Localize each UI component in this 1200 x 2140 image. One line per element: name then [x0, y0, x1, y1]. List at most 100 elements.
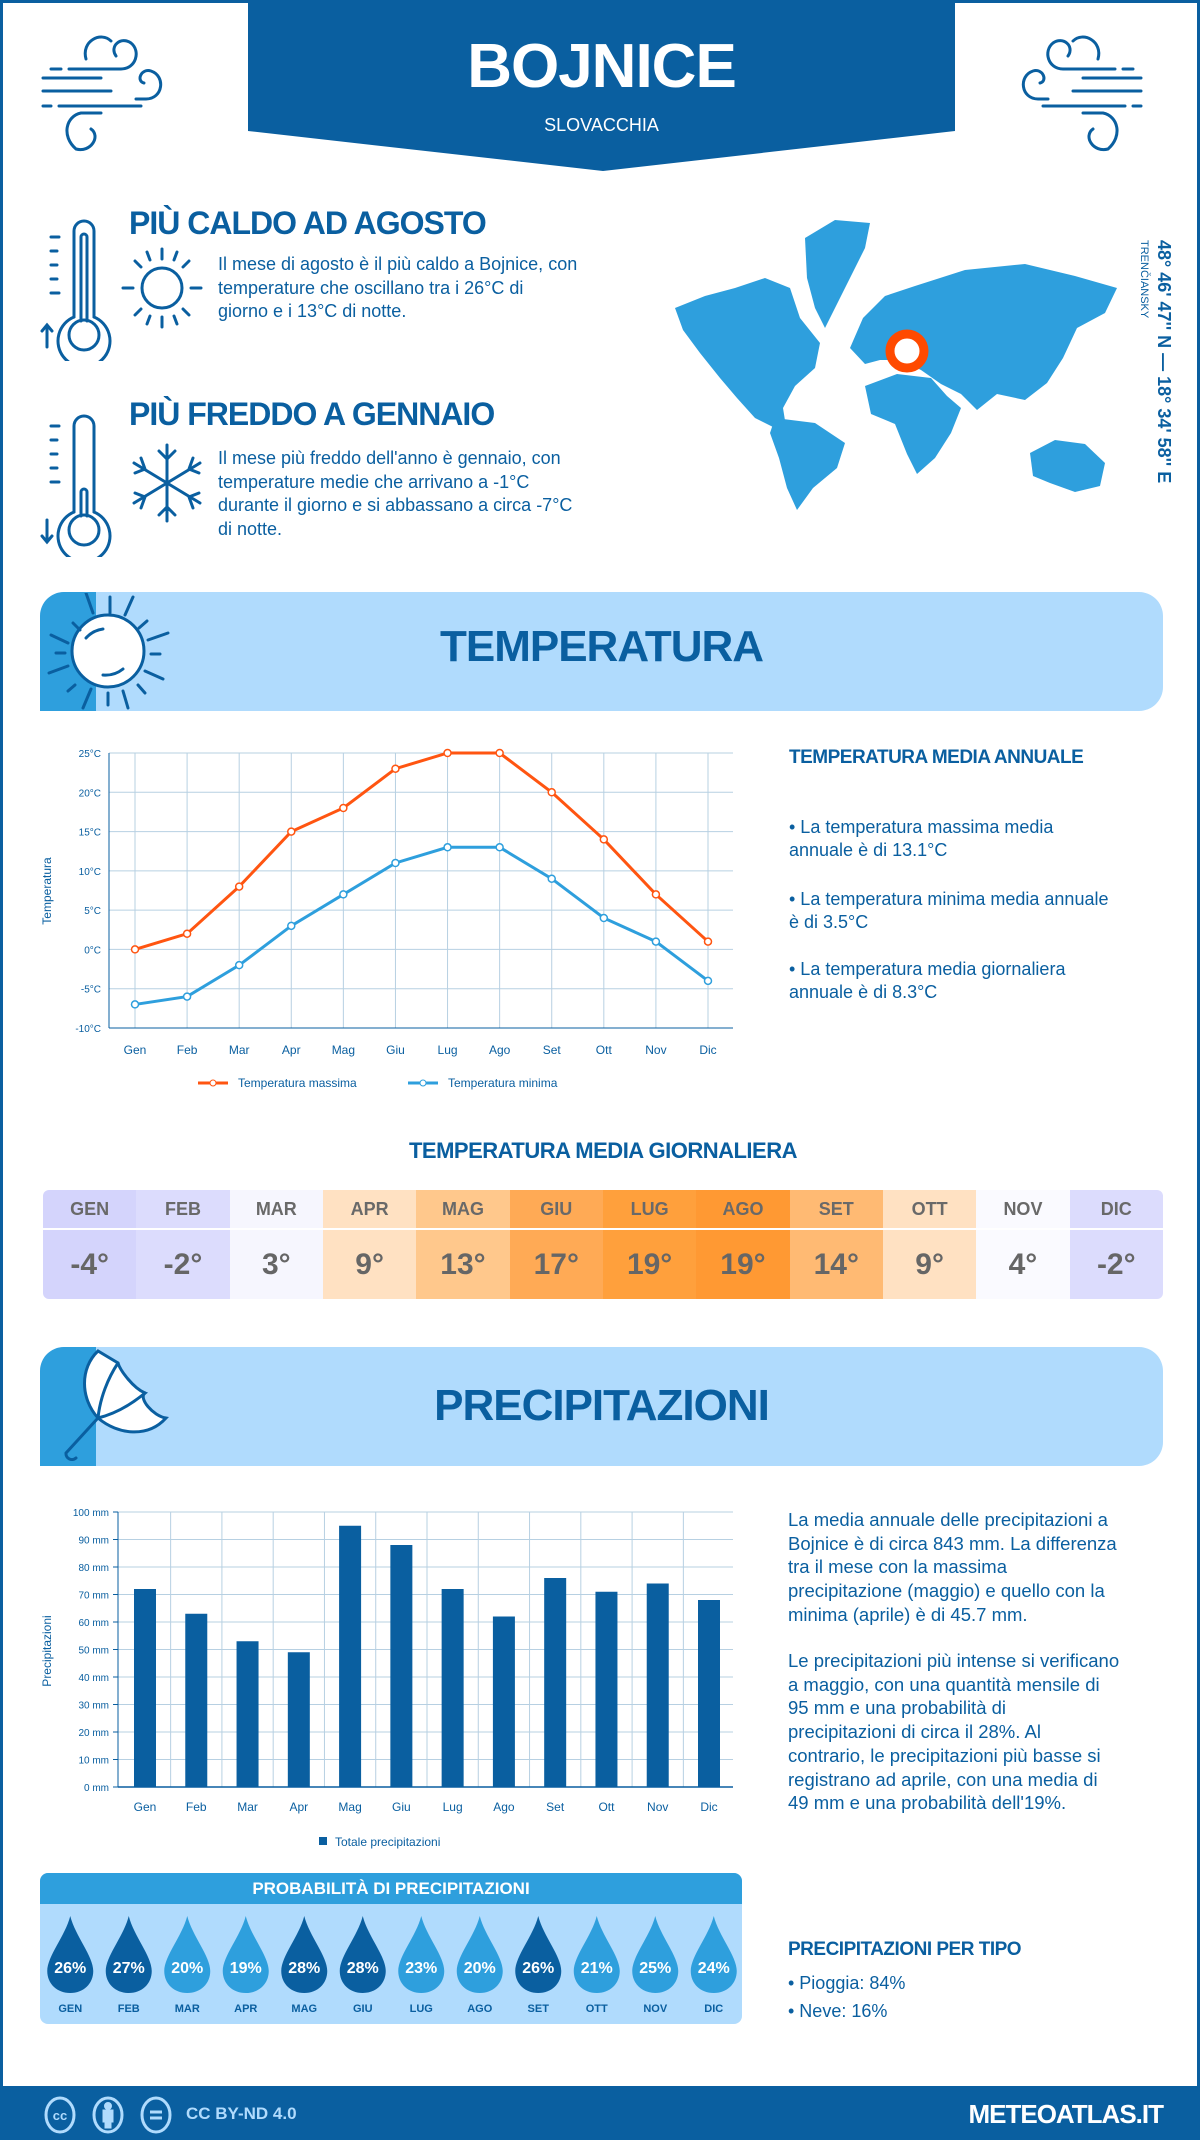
y-tick-label: 10 mm — [78, 1756, 109, 1767]
data-point — [547, 874, 556, 883]
site-name[interactable]: METEOATLAS.IT — [968, 2099, 1164, 2129]
series-line-min — [134, 845, 709, 1006]
sun-icon — [47, 593, 170, 710]
legend-marker — [419, 1079, 427, 1087]
probability-value: 27% — [113, 1960, 145, 1977]
legend-label: Temperatura massima — [238, 1076, 357, 1090]
probability-value: 26% — [522, 1960, 554, 1977]
drop-ott: 21% OTT — [573, 1916, 620, 2015]
y-tick-label: 10°C — [79, 867, 101, 878]
text-line: a maggio, con una quantità mensile di — [788, 1673, 1100, 1695]
raindrop-icon — [515, 1916, 562, 1993]
month-label: DIC — [704, 2003, 723, 2015]
drop-lug: 23% LUG — [398, 1916, 445, 2015]
temperature-chart: -10°C -5°C 0°C 5°C 10°C 15°C 20°C 25°C Gen Feb Mar… — [40, 748, 733, 1090]
month-label: GIU — [353, 2003, 373, 2015]
drop-set: 26% SET — [515, 1916, 562, 2015]
data-point — [703, 976, 713, 986]
precipitation-probability-panel: PROBABILITÀ DI PRECIPITAZIONI 26% GEN 27% F… — [40, 1873, 742, 2024]
thermometer-up-icon — [40, 219, 112, 361]
probability-value: 23% — [405, 1960, 437, 1977]
x-tick-label: Giu — [386, 1043, 405, 1057]
y-tick-label: 80 mm — [78, 1563, 109, 1574]
sun-icon — [121, 247, 203, 329]
license-text[interactable]: CC BY-ND 4.0 — [186, 2104, 297, 2123]
bar-lug — [441, 1589, 464, 1787]
month-label: GEN — [43, 1190, 137, 1230]
y-tick-label: 15°C — [79, 828, 101, 839]
month-label: NOV — [976, 1190, 1070, 1230]
bar-set — [544, 1578, 567, 1787]
raindrop-icon — [105, 1916, 152, 1993]
raindrop-icon — [164, 1916, 211, 1993]
data-point — [339, 803, 348, 813]
x-tick-label: Apr — [282, 1043, 301, 1057]
data-point — [495, 748, 504, 758]
precipitation-section-header: PRECIPITAZIONI — [40, 1347, 1163, 1466]
daily-temp-mar: MAR 3° — [229, 1190, 323, 1299]
text-line: • La temperatura minima media annuale — [789, 889, 1109, 909]
x-tick-label: Nov — [645, 1043, 666, 1057]
x-tick-label: Nov — [647, 1800, 668, 1814]
y-tick-label: 0°C — [84, 945, 101, 956]
bar-dic — [698, 1600, 720, 1787]
daily-temp-gen: GEN -4° — [43, 1190, 137, 1299]
text-line: durante il giorno e si abbassano a circa… — [218, 495, 573, 515]
probability-value: 19% — [230, 1960, 262, 1977]
data-point — [287, 921, 296, 931]
region-name: TRENČIANSKY — [1138, 240, 1150, 319]
text-line: contrario, le precipitazioni più basse s… — [788, 1744, 1101, 1766]
series-line-max — [134, 751, 710, 951]
drop-feb: 27% FEB — [105, 1916, 152, 2015]
probability-value: 26% — [54, 1960, 86, 1977]
x-tick-label: Giu — [392, 1800, 411, 1814]
annual-temperature-title: TEMPERATURA MEDIA ANNUALE — [789, 747, 1084, 768]
raindrop-icon — [339, 1916, 386, 1993]
text-line: Il mese di agosto è il più caldo a Bojni… — [218, 254, 578, 274]
australia-shape — [1030, 440, 1105, 492]
temp-value: 13° — [440, 1247, 486, 1281]
y-tick-label: 30 mm — [78, 1701, 109, 1712]
x-tick-label: Set — [543, 1043, 562, 1057]
no-derivatives-icon — [140, 2096, 172, 2134]
north-america-shape — [675, 278, 820, 433]
y-tick-label: -5°C — [81, 985, 101, 996]
precipitation-title: PRECIPITAZIONI — [434, 1381, 770, 1430]
warmest-heading: PIÙ CALDO AD AGOSTO — [129, 205, 487, 241]
x-tick-label: Apr — [289, 1800, 308, 1814]
wind-icon — [41, 35, 162, 152]
location-marker — [885, 329, 929, 373]
raindrop-icon — [47, 1916, 94, 1993]
license-icons[interactable]: cc — [43, 2096, 173, 2134]
data-point — [391, 858, 400, 868]
temperature-title: TEMPERATURA — [439, 622, 764, 671]
month-label: DIC — [1069, 1190, 1163, 1230]
x-tick-label: Lug — [443, 1800, 463, 1814]
x-tick-label: Mag — [338, 1800, 361, 1814]
y-tick-label: 50 mm — [78, 1646, 109, 1657]
temp-value: 19° — [626, 1247, 673, 1281]
raindrop-icon — [690, 1916, 737, 1993]
x-tick-label: Mag — [332, 1043, 355, 1057]
month-label: AGO — [467, 2003, 493, 2015]
text-line: temperature che oscillano tra i 26°C di — [218, 277, 524, 298]
bar-nov — [646, 1583, 669, 1787]
bar-feb — [185, 1613, 208, 1787]
daily-temperature-title: TEMPERATURA MEDIA GIORNALIERA — [408, 1138, 798, 1163]
wind-icon — [1022, 35, 1143, 152]
temp-value: 17° — [533, 1247, 579, 1281]
text-line: precipitazioni di circa il 28%. Al — [788, 1721, 1041, 1743]
coordinates: 48° 46' 47'' N — 18° 34' 58'' E — [1154, 240, 1174, 484]
text-line: tra il mese con la massima — [788, 1556, 1007, 1578]
text-line: Il mese più freddo dell'anno è gennaio, … — [218, 448, 561, 468]
x-tick-label: Set — [546, 1800, 565, 1814]
data-point — [391, 764, 400, 773]
data-point — [599, 913, 609, 923]
probability-value: 20% — [464, 1960, 496, 1977]
month-label: LUG — [602, 1190, 697, 1230]
month-label: AGO — [696, 1190, 790, 1230]
data-point — [130, 945, 140, 954]
x-tick-label: Gen — [134, 1800, 157, 1814]
bar-giu — [390, 1545, 413, 1787]
